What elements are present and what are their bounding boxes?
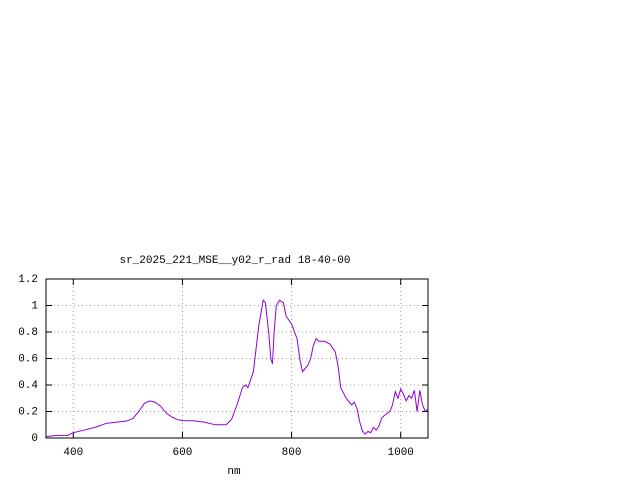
x-axis-label: nm [227,466,241,478]
y-tick-label: 0.4 [18,380,38,392]
x-tick-label: 400 [63,447,83,459]
y-tick-label: 1.2 [18,274,38,286]
y-tick-label: 0.2 [18,406,38,418]
chart-title: sr_2025_221_MSE__y02_r_rad 18-40-00 [119,255,350,267]
data-line [45,299,429,438]
plot-border [45,278,429,439]
y-tick-label: 0.6 [18,353,38,365]
y-tick-label: 0 [31,433,38,445]
x-tick-label: 1000 [388,447,414,459]
x-tick-label: 800 [282,447,302,459]
y-tick-label: 0.8 [18,327,38,339]
y-tick-label: 1 [31,300,38,312]
x-tick-label: 600 [173,447,193,459]
